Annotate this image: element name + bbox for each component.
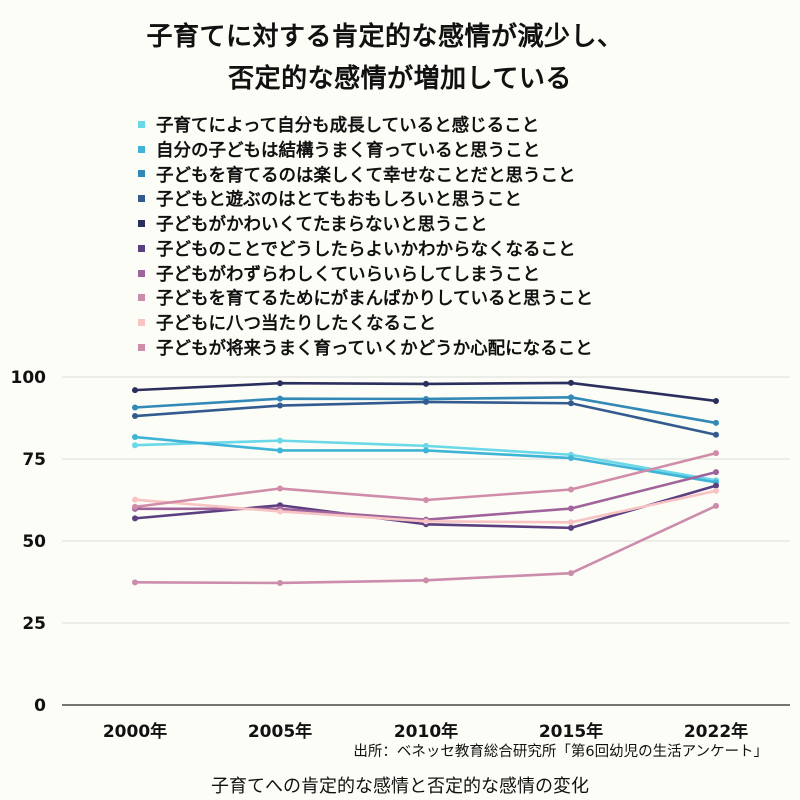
- data-point: [277, 402, 283, 409]
- y-tick-label: 100: [11, 368, 47, 388]
- data-point: [568, 524, 574, 531]
- chart-title-line-2: 否定的な感情が増加している: [228, 64, 572, 94]
- legend-label: 子どもに八つ当たりしたくなること: [156, 314, 436, 335]
- data-point: [713, 502, 719, 509]
- data-point: [132, 579, 138, 586]
- legend-swatch: [138, 344, 145, 352]
- y-tick-label: 75: [22, 450, 46, 470]
- data-point: [132, 387, 138, 394]
- legend-item: 子どもがわずらわしくていらいらしてしまうこと: [138, 261, 593, 286]
- x-tick-label: 2022年: [684, 721, 748, 742]
- legend-swatch: [138, 244, 145, 252]
- data-point: [568, 519, 574, 526]
- legend-label: 子どもと遊ぶのはとてもおもしろいと思うこと: [156, 190, 522, 211]
- data-point: [277, 447, 283, 454]
- legend-item: 子どものことでどうしたらよいかわからなくなること: [138, 236, 593, 261]
- data-point: [132, 496, 138, 503]
- legend-label: 子どもが将来うまく育っていくかどうか心配になること: [156, 339, 593, 360]
- data-point: [423, 447, 429, 454]
- legend-label: 子どものことでどうしたらよいかわからなくなること: [156, 239, 576, 260]
- data-point: [568, 394, 574, 401]
- data-point: [713, 431, 719, 438]
- data-point: [568, 505, 574, 512]
- legend-swatch: [138, 170, 145, 178]
- x-tick-label: 2005年: [248, 721, 312, 742]
- data-point: [132, 503, 138, 510]
- data-point: [423, 518, 429, 525]
- data-point: [713, 469, 719, 476]
- legend-swatch: [138, 145, 145, 153]
- data-point: [277, 485, 283, 492]
- legend: 子育てによって自分も成長していると感じること 自分の子どもは結構うまく育っていると…: [138, 112, 593, 360]
- x-tick-label: 2015年: [539, 721, 603, 742]
- data-point: [568, 486, 574, 493]
- data-point: [423, 442, 429, 449]
- data-point: [132, 434, 138, 441]
- legend-item: 子どもがかわいくてたまらないと思うこと: [138, 211, 593, 236]
- data-point: [132, 442, 138, 449]
- data-point: [423, 380, 429, 387]
- data-point: [713, 487, 719, 494]
- legend-label: 子どもを育てるのは楽しくて幸せなことだと思うこと: [156, 165, 576, 186]
- legend-item: 子どもと遊ぶのはとてもおもしろいと思うこと: [138, 186, 593, 211]
- data-point: [423, 398, 429, 405]
- y-tick-label: 25: [22, 614, 46, 634]
- data-point: [423, 577, 429, 584]
- data-point: [277, 579, 283, 586]
- data-point: [277, 395, 283, 402]
- legend-item: 子どもが将来うまく育っていくかどうか心配になること: [138, 335, 593, 360]
- legend-item: 子どもを育てるためにがまんばかりしていると思うこと: [138, 286, 593, 311]
- legend-swatch: [138, 120, 145, 128]
- legend-swatch: [138, 294, 145, 302]
- x-tick-label: 2000年: [103, 721, 167, 742]
- data-point: [132, 413, 138, 420]
- legend-label: 自分の子どもは結構うまく育っていると思うこと: [156, 140, 541, 161]
- data-point: [277, 508, 283, 515]
- data-point: [713, 450, 719, 457]
- data-point: [713, 397, 719, 404]
- legend-item: 自分の子どもは結構うまく育っていると思うこと: [138, 137, 593, 162]
- y-tick-label: 0: [34, 696, 46, 716]
- legend-label: 子育てによって自分も成長していると感じること: [156, 115, 540, 136]
- legend-label: 子どもがわずらわしくていらいらしてしまうこと: [156, 264, 540, 285]
- data-point: [277, 437, 283, 444]
- data-point: [132, 404, 138, 411]
- data-point: [132, 515, 138, 522]
- source-note: 出所：ベネッセ教育総合研究所「第6回幼児の生活アンケート」: [353, 744, 768, 760]
- data-point: [423, 497, 429, 503]
- x-tick-label: 2010年: [394, 721, 458, 742]
- data-point: [568, 455, 574, 462]
- data-point: [277, 380, 283, 387]
- chart-caption: 子育てへの肯定的な感情と否定的な感情の変化: [211, 776, 589, 797]
- legend-item: 子どもを育てるのは楽しくて幸せなことだと思うこと: [138, 162, 593, 187]
- chart-title-line-1: 子育てに対する肯定的な感情が減少し、: [146, 22, 624, 52]
- legend-item: 子育てによって自分も成長していると感じること: [138, 112, 593, 137]
- legend-swatch: [138, 195, 145, 203]
- data-point: [568, 570, 574, 577]
- y-tick-label: 50: [22, 532, 46, 552]
- data-point: [713, 419, 719, 426]
- data-point: [568, 400, 574, 407]
- data-point: [568, 379, 574, 386]
- legend-swatch: [138, 220, 145, 228]
- legend-label: 子どもがかわいくてたまらないと思うこと: [156, 215, 488, 236]
- legend-swatch: [138, 269, 145, 277]
- data-point: [713, 482, 719, 489]
- legend-swatch: [138, 319, 145, 327]
- legend-label: 子どもを育てるためにがまんばかりしていると思うこと: [156, 289, 593, 310]
- legend-item: 子どもに八つ当たりしたくなること: [138, 310, 593, 335]
